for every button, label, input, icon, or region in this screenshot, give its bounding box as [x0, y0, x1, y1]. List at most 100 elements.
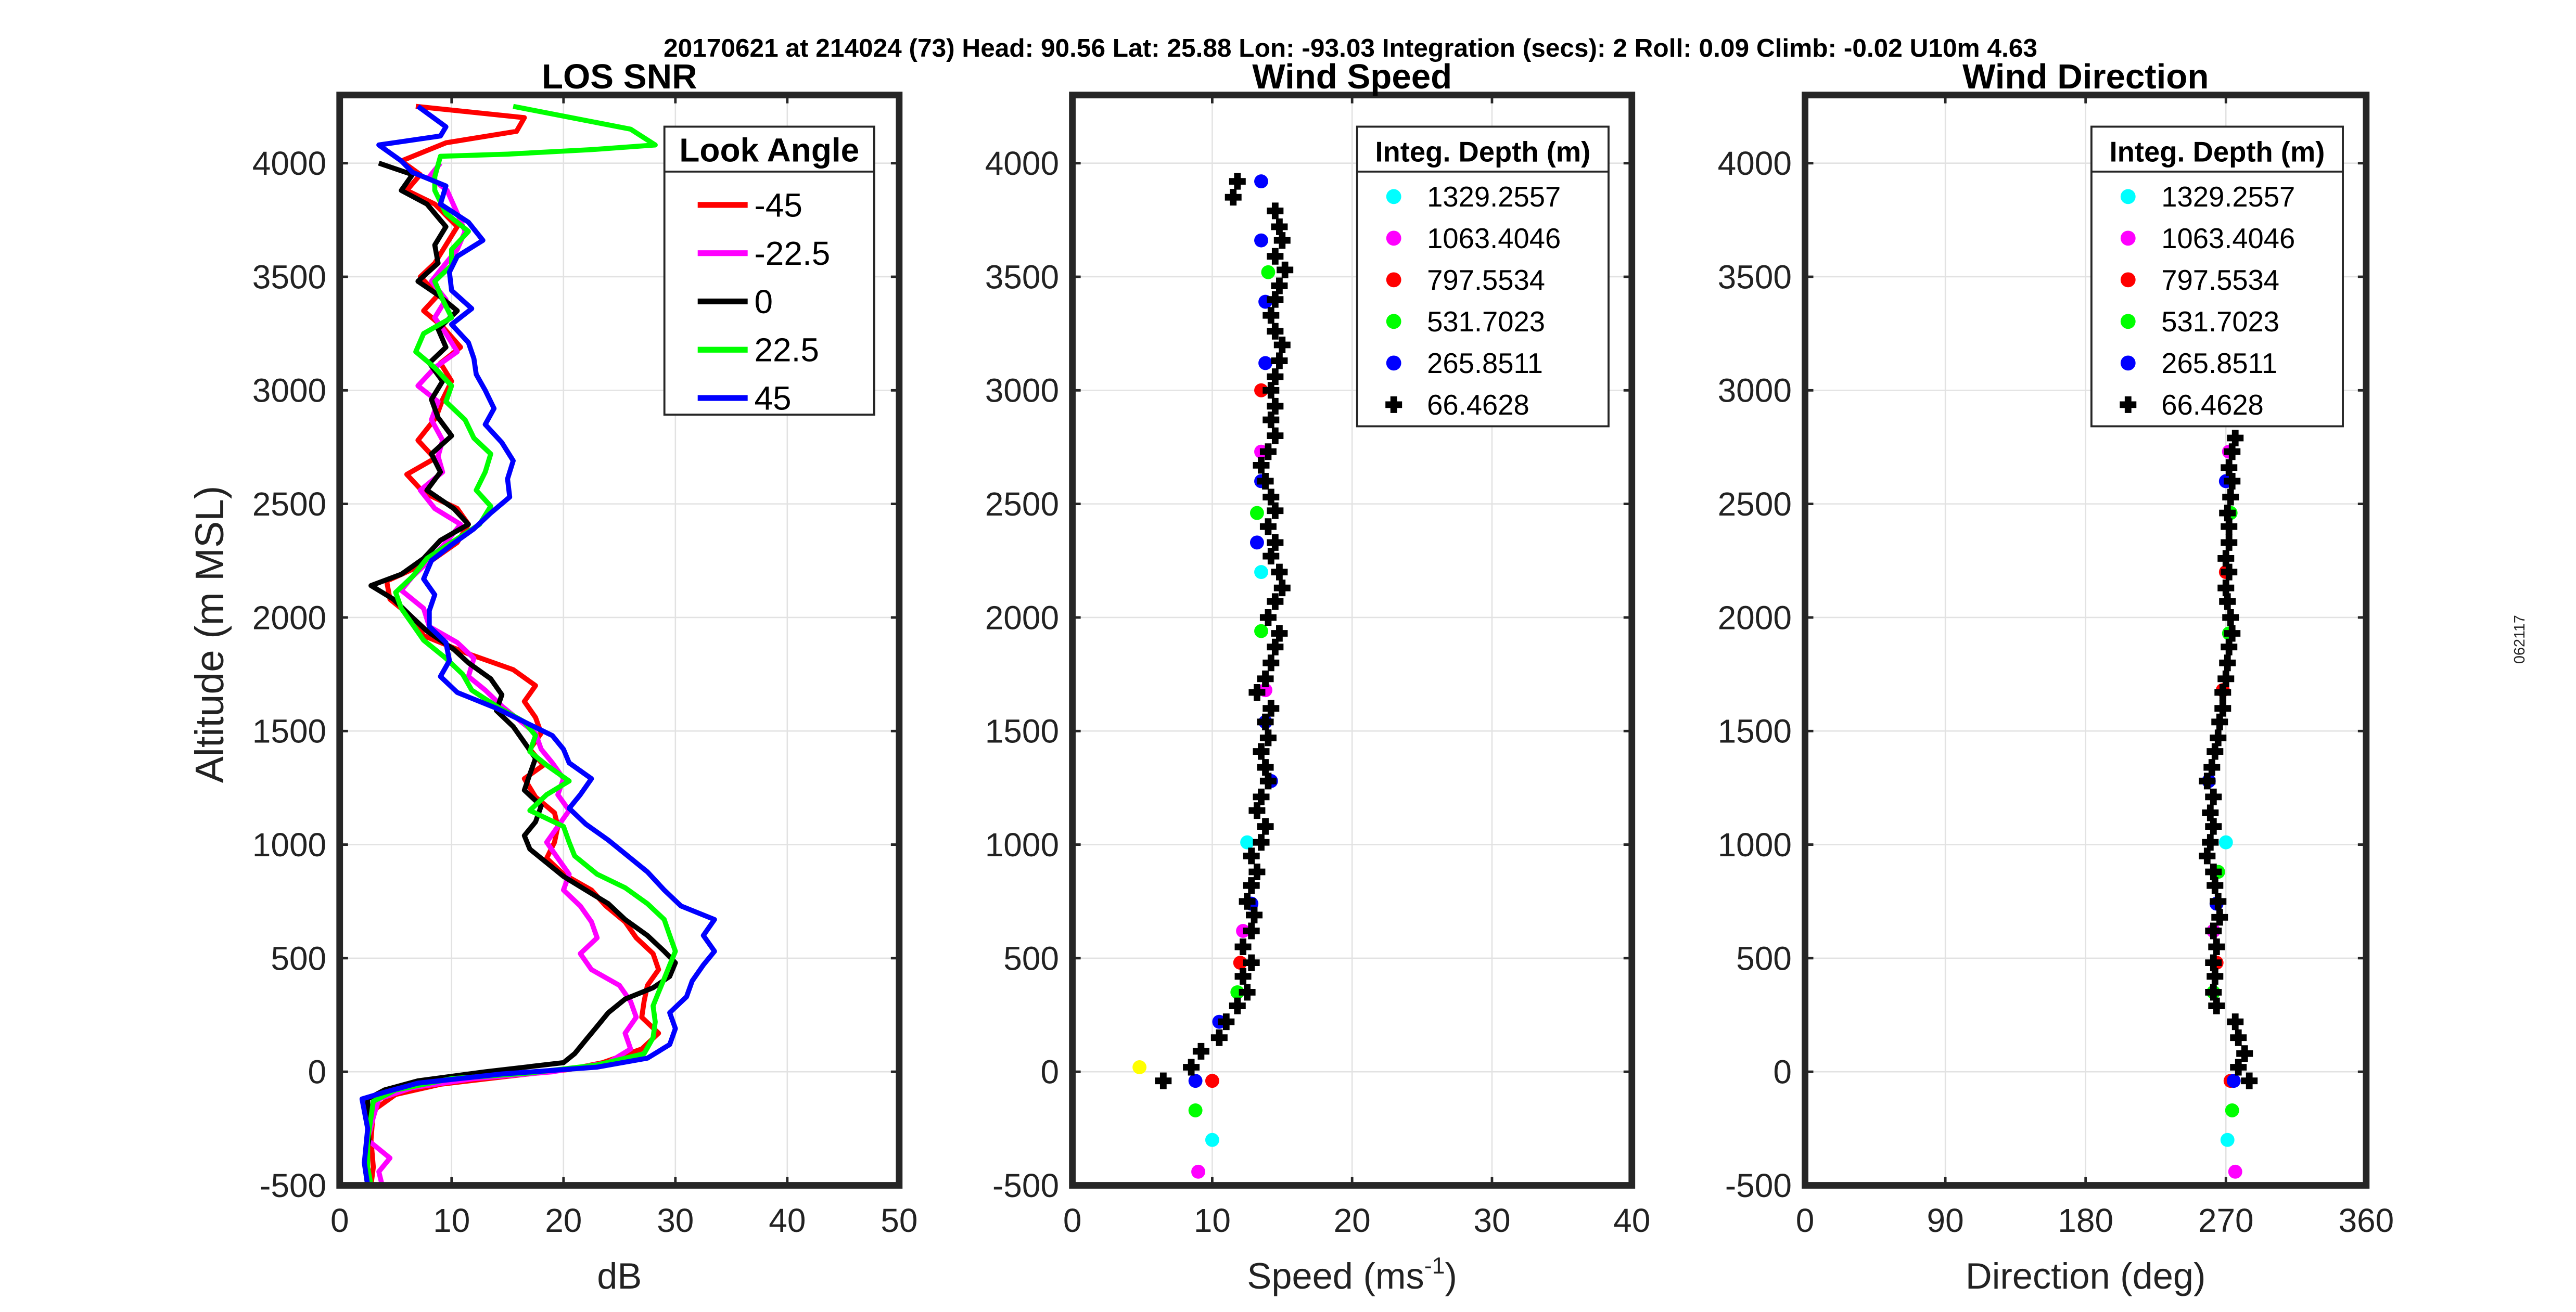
data-point-plus — [1229, 997, 1246, 1014]
data-point — [2228, 1164, 2242, 1179]
data-point-plus — [1267, 202, 1284, 220]
data-point-plus — [2217, 580, 2235, 597]
data-point-plus — [1267, 368, 1284, 385]
data-point-plus — [2211, 909, 2228, 926]
y-tick-label: 2500 — [985, 485, 1059, 523]
legend-title: Integ. Depth (m) — [1375, 136, 1590, 168]
y-tick-label: 4000 — [985, 145, 1059, 182]
data-point-plus — [1267, 427, 1284, 444]
x-tick-label: 90 — [1927, 1202, 1964, 1239]
data-point-plus — [1210, 1029, 1228, 1046]
data-point — [1132, 1060, 1147, 1074]
data-point-plus — [2199, 773, 2216, 790]
y-tick-label: 0 — [1040, 1053, 1059, 1091]
data-point-plus — [1263, 488, 1280, 506]
series-line-0 — [362, 161, 678, 1186]
x-tick-label: 10 — [1194, 1202, 1231, 1239]
y-tick-label: 500 — [1736, 940, 1792, 977]
legend-label: 265.8511 — [1427, 348, 1543, 379]
y-tick-label: 3500 — [252, 258, 326, 295]
legend-title: Look Angle — [679, 132, 859, 169]
legend-label: -45 — [754, 186, 802, 224]
data-point-plus — [1234, 968, 1252, 985]
legend-label: 265.8511 — [2161, 348, 2277, 379]
x-tick-label: 40 — [769, 1202, 806, 1239]
data-point-plus — [2210, 729, 2227, 747]
y-tick-label: -500 — [260, 1167, 326, 1204]
data-point — [1205, 1074, 1219, 1088]
data-point-plus — [1229, 173, 1246, 190]
data-point — [2225, 1103, 2239, 1117]
data-point-plus — [2241, 1072, 2258, 1089]
data-point-plus — [1248, 684, 1266, 701]
data-point-plus — [1257, 472, 1274, 490]
data-point-plus — [1243, 877, 1260, 894]
data-point — [1233, 956, 1247, 970]
y-tick-label: 2500 — [1718, 485, 1792, 523]
chart-title: LOS SNR — [542, 57, 697, 96]
data-point-plus — [1225, 189, 1242, 206]
data-point-plus — [2205, 788, 2222, 805]
data-point — [1188, 1103, 1203, 1117]
y-tick-label: 2000 — [985, 599, 1059, 636]
y-tick-label: 4000 — [252, 145, 326, 182]
data-point-plus — [1253, 457, 1270, 474]
data-point-plus — [1263, 307, 1280, 324]
plot-data — [1132, 173, 1294, 1179]
data-point — [1254, 383, 1268, 397]
data-point-plus — [1259, 729, 1277, 747]
legend-swatch — [1386, 355, 1401, 371]
wind-speed-chart: 0 10 20 30 40-500050010001500200025003000350… — [985, 57, 1651, 1296]
data-point-plus — [1271, 277, 1288, 294]
data-point-plus — [1267, 638, 1284, 655]
legend-label: 797.5534 — [2161, 264, 2279, 296]
x-axis-label: Direction (deg) — [1966, 1255, 2206, 1296]
y-tick-label: 2000 — [1718, 599, 1792, 636]
data-point-plus — [2219, 654, 2236, 672]
y-tick-label: 3000 — [985, 372, 1059, 409]
data-point-plus — [1267, 593, 1284, 610]
data-point-plus — [2214, 700, 2231, 717]
x-tick-label: 20 — [1334, 1202, 1371, 1239]
legend-label: 1063.4046 — [1427, 223, 1561, 254]
x-tick-label: 30 — [1473, 1202, 1510, 1239]
data-point-plus — [1257, 670, 1274, 687]
legend-box — [663, 125, 875, 416]
x-tick-label: 0 — [330, 1202, 349, 1239]
chart-title: Wind Speed — [1252, 57, 1452, 96]
data-point — [1261, 265, 1276, 279]
data-point-plus — [2202, 804, 2219, 821]
data-point-plus — [1267, 534, 1284, 551]
legend-swatch — [2120, 314, 2136, 329]
data-point-plus — [1239, 984, 1256, 1001]
y-tick-label: 3000 — [1718, 372, 1792, 409]
x-axis-label: dB — [597, 1255, 642, 1296]
legend-label: 531.7023 — [2161, 306, 2279, 338]
data-point — [1236, 924, 1250, 938]
x-tick-label: 270 — [2198, 1202, 2254, 1239]
legend-swatch — [2120, 230, 2136, 246]
legend-label: 66.4628 — [2161, 389, 2264, 421]
data-point-plus — [2210, 893, 2227, 910]
x-tick-label: 40 — [1613, 1202, 1650, 1239]
data-point-plus — [2217, 670, 2235, 687]
legend: Integ. Depth (m) 1329.2557 1063.4046 797.55… — [2090, 125, 2344, 428]
y-tick-label: 0 — [1773, 1053, 1792, 1091]
x-tick-label: 50 — [881, 1202, 917, 1239]
data-point — [1205, 1133, 1219, 1147]
data-point-plus — [1263, 382, 1280, 399]
data-point-plus — [1263, 411, 1280, 429]
chart-title: Wind Direction — [1962, 57, 2209, 96]
y-tick-label: 500 — [1003, 940, 1059, 977]
data-point-plus — [1273, 336, 1291, 353]
y-tick-label: 1500 — [1718, 713, 1792, 750]
y-tick-label: 3000 — [252, 372, 326, 409]
data-point-plus — [1257, 713, 1274, 730]
data-point-plus — [1155, 1072, 1172, 1089]
data-point-plus — [1271, 218, 1288, 235]
data-point — [2226, 1074, 2241, 1088]
data-point-plus — [1248, 863, 1266, 880]
y-tick-label: 1000 — [985, 826, 1059, 864]
data-point-plus — [2221, 459, 2238, 476]
x-tick-label: 10 — [433, 1202, 470, 1239]
